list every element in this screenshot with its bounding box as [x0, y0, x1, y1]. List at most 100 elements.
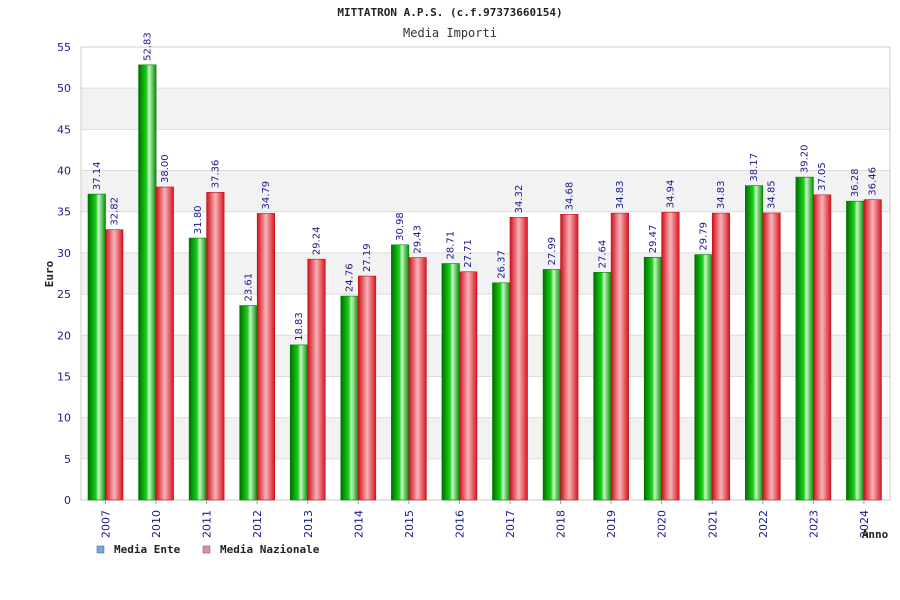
data-label: 38.17 [749, 153, 760, 182]
bar-media-nazionale-2013 [307, 258, 326, 501]
data-label: 18.83 [294, 312, 305, 341]
bar-media-ente-2019 [593, 272, 612, 501]
data-label: 34.83 [716, 180, 727, 209]
data-label: 34.83 [615, 180, 626, 209]
x-tick-label: 2021 [706, 510, 719, 538]
data-label: 38.00 [160, 154, 171, 183]
data-label: 34.32 [514, 185, 525, 214]
bar-media-ente-2022 [745, 185, 764, 501]
bar-media-nazionale-2019 [610, 212, 629, 501]
bar-media-ente-2011 [188, 237, 207, 501]
y-axis-label: Euro [43, 260, 56, 287]
bar-media-ente-2007 [87, 193, 106, 501]
data-label: 52.83 [142, 32, 153, 61]
bar-media-nazionale-2022 [762, 212, 781, 501]
data-label: 29.43 [413, 225, 424, 254]
y-tick-label: 5 [64, 453, 71, 466]
x-tick-label: 2018 [555, 510, 568, 538]
bar-media-nazionale-2007 [105, 229, 124, 501]
legend-label-media-nazionale: Media Nazionale [220, 543, 320, 556]
bar-media-ente-2021 [694, 254, 713, 501]
x-tick-label: 2024 [858, 510, 871, 538]
x-tick-label: 2023 [807, 510, 820, 538]
data-label: 37.14 [92, 161, 103, 190]
bar-media-ente-2024 [846, 200, 865, 501]
y-tick-label: 55 [57, 41, 71, 54]
bar-media-ente-2016 [441, 263, 460, 501]
bars [87, 64, 882, 501]
data-label: 24.76 [345, 263, 356, 292]
y-tick-label: 35 [57, 206, 71, 219]
plot-frame [80, 46, 891, 501]
data-label: 34.94 [665, 180, 676, 209]
x-tick-label: 2017 [504, 510, 517, 538]
plot-band [81, 47, 890, 89]
bar-media-ente-2017 [492, 282, 511, 501]
bar-media-nazionale-2021 [711, 212, 731, 501]
bar-media-ente-2010 [138, 64, 157, 501]
data-label: 23.61 [243, 273, 254, 302]
bar-media-ente-2023 [795, 176, 814, 501]
bar-media-nazionale-2016 [459, 271, 478, 501]
data-label: 29.47 [648, 225, 659, 254]
bar-media-nazionale-2010 [155, 186, 174, 501]
bar-media-ente-2015 [391, 244, 410, 501]
bar-media-ente-2012 [239, 305, 258, 501]
data-label: 29.24 [312, 227, 323, 256]
y-axis-ticks: 0 5 10 15 20 25 30 35 40 45 50 55 [57, 41, 71, 507]
legend-swatch-media-nazionale [202, 545, 211, 554]
data-label: 27.71 [463, 239, 474, 268]
y-tick-label: 25 [57, 288, 71, 301]
data-label: 34.79 [261, 181, 272, 210]
bar-media-nazionale-2024 [863, 199, 882, 501]
x-tick-label: 2016 [453, 510, 466, 538]
data-label: 27.64 [597, 240, 608, 269]
data-label: 37.05 [817, 162, 828, 191]
chart-subtitle: Media Importi [403, 26, 497, 40]
bar-media-ente-2013 [289, 344, 309, 501]
bar-media-nazionale-2011 [206, 191, 225, 501]
data-label: 32.82 [109, 197, 120, 226]
bar-media-nazionale-2012 [256, 213, 275, 501]
x-tick-label: 2011 [201, 510, 214, 538]
data-label: 30.98 [395, 212, 406, 241]
data-label: 27.99 [547, 237, 558, 266]
x-axis-ticks: 2007 2010 2011 2012 2013 2014 2015 2016 2017 2018… [100, 500, 871, 538]
data-label: 31.80 [193, 205, 204, 234]
x-tick-label: 2010 [150, 510, 163, 538]
data-label: 28.71 [446, 231, 457, 260]
data-label: 36.28 [850, 169, 861, 198]
y-tick-label: 30 [57, 247, 71, 260]
y-tick-label: 45 [57, 123, 71, 136]
bar-media-ente-2020 [643, 256, 662, 501]
data-label: 39.20 [800, 144, 811, 173]
x-tick-label: 2013 [302, 510, 315, 538]
x-axis-label: Anno [862, 528, 889, 541]
y-tick-label: 15 [57, 370, 71, 383]
bar-media-nazionale-2014 [358, 275, 377, 501]
plot-band [81, 88, 890, 130]
legend-label-media-ente: Media Ente [114, 543, 181, 556]
plot-band [81, 129, 890, 171]
y-tick-label: 0 [64, 494, 71, 507]
data-label: 34.68 [564, 182, 575, 211]
bar-media-ente-2014 [340, 295, 359, 501]
data-labels: 37.14 32.82 52.83 38.00 31.80 37.36 23.61 34.79… [92, 32, 879, 341]
bar-media-nazionale-2018 [560, 214, 579, 501]
data-label: 37.36 [210, 160, 221, 189]
data-label: 27.19 [362, 243, 373, 272]
x-tick-label: 2020 [656, 510, 669, 538]
y-tick-label: 10 [57, 412, 71, 425]
x-tick-label: 2007 [100, 510, 113, 538]
bar-media-nazionale-2017 [509, 217, 528, 501]
legend: Media Ente Media Nazionale [96, 543, 320, 556]
bar-media-nazionale-2020 [661, 211, 680, 501]
x-tick-label: 2014 [352, 510, 365, 538]
chart-title: MITTATRON A.P.S. (c.f.97373660154) [337, 6, 562, 19]
data-label: 34.85 [767, 180, 778, 209]
data-label: 29.79 [699, 222, 710, 251]
x-tick-label: 2019 [605, 510, 618, 538]
y-tick-label: 50 [57, 82, 71, 95]
x-tick-label: 2015 [403, 510, 416, 538]
